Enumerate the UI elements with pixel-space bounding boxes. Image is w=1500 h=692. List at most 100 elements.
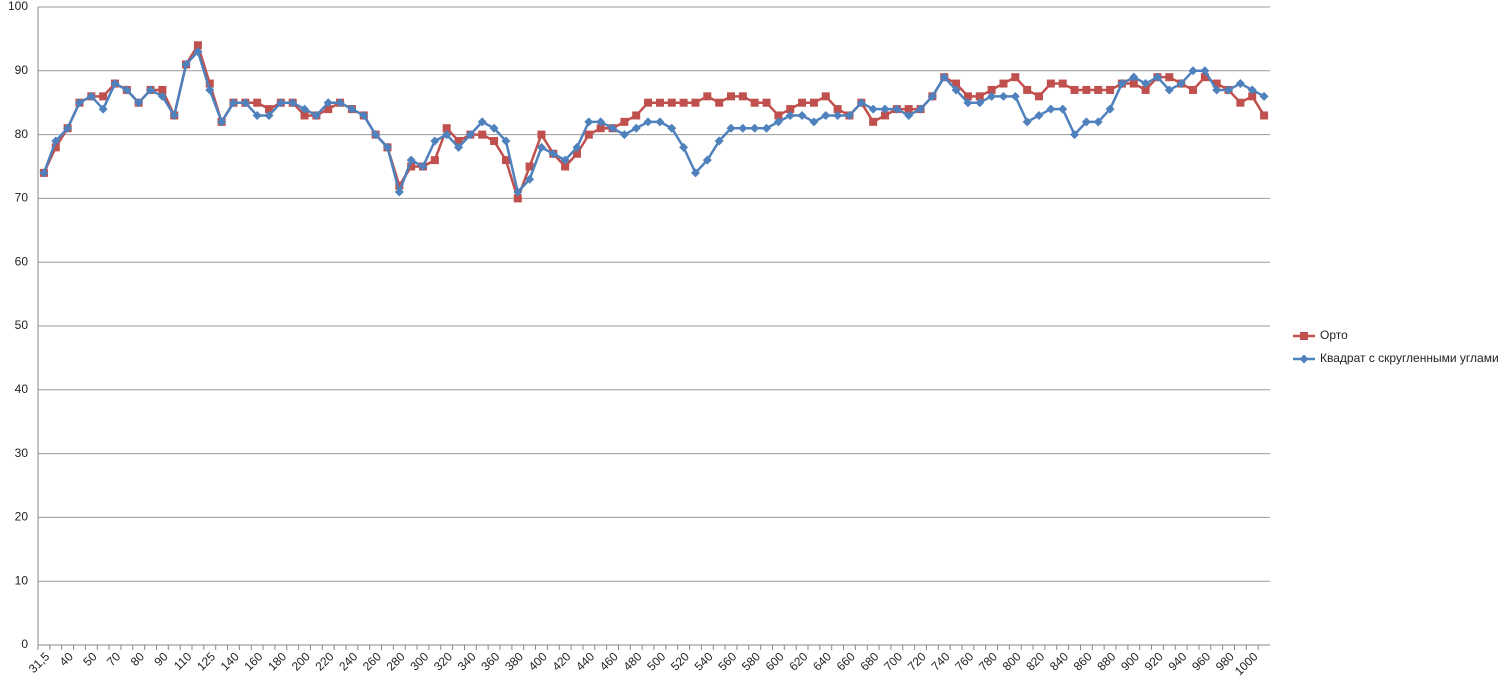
data-point [454, 136, 463, 145]
data-point [264, 110, 274, 120]
data-point [679, 98, 688, 107]
data-point [252, 110, 262, 120]
x-tick-label: 740 [929, 649, 953, 673]
data-point [833, 110, 843, 120]
data-point [513, 187, 523, 197]
data-point [881, 111, 889, 120]
data-point [359, 110, 369, 120]
y-tick-label: 80 [15, 127, 29, 141]
data-point [228, 98, 238, 108]
x-tick-label: 1000 [1232, 649, 1261, 678]
data-point [1260, 111, 1269, 120]
x-tick-label: 140 [218, 649, 242, 673]
data-point [998, 91, 1008, 101]
data-point [489, 123, 499, 133]
data-point [193, 47, 203, 57]
x-tick-label: 600 [763, 649, 787, 673]
data-point [1011, 73, 1020, 82]
x-tick-label: 820 [1023, 649, 1047, 673]
x-tick-label: 520 [668, 649, 692, 673]
x-tick-label: 760 [952, 649, 976, 673]
x-tick-label: 110 [171, 649, 195, 673]
data-point [1176, 79, 1186, 89]
legend-label: Квадрат с скругленными углами [1320, 351, 1499, 365]
data-point [868, 104, 878, 114]
data-point [134, 98, 144, 108]
x-tick-label: 940 [1165, 649, 1189, 673]
x-tick-label: 340 [455, 649, 479, 673]
data-point [193, 41, 202, 50]
x-tick-label: 440 [573, 649, 597, 673]
data-point [619, 130, 629, 140]
data-point [240, 98, 250, 108]
data-point [762, 98, 771, 107]
data-point [1034, 110, 1044, 120]
data-point [655, 117, 665, 127]
x-tick-label: 920 [1142, 649, 1166, 673]
data-point [382, 142, 392, 152]
x-tick-label: 460 [597, 649, 621, 673]
data-point [703, 92, 712, 101]
data-point [655, 98, 664, 107]
data-point [324, 105, 333, 114]
x-tick-label: 900 [1118, 649, 1142, 673]
data-point [963, 92, 972, 101]
data-point [691, 98, 700, 107]
data-point [797, 110, 807, 120]
data-point [1070, 85, 1079, 94]
data-point [809, 98, 818, 107]
data-point [786, 105, 795, 114]
data-point [536, 142, 546, 152]
data-point [395, 181, 404, 190]
data-point [122, 85, 132, 95]
data-point [572, 142, 582, 152]
data-point [727, 92, 735, 101]
data-point [1046, 104, 1056, 114]
x-tick-label: 500 [644, 649, 668, 673]
x-tick-label: 560 [715, 649, 739, 673]
data-point [1070, 130, 1080, 140]
data-point [265, 105, 273, 114]
x-tick-label: 640 [810, 649, 834, 673]
data-point [477, 117, 487, 127]
data-point [1010, 91, 1020, 101]
x-tick-label: 70 [104, 649, 124, 669]
data-point [1188, 66, 1198, 76]
data-point [631, 123, 641, 133]
data-point [1212, 85, 1222, 95]
data-point [844, 110, 854, 120]
data-point [1129, 72, 1139, 82]
y-tick-label: 40 [15, 382, 29, 396]
data-point [584, 130, 593, 139]
x-tick-label: 125 [194, 649, 218, 673]
data-point [1152, 72, 1162, 82]
data-point [1200, 73, 1209, 82]
data-point [323, 98, 333, 108]
data-point [157, 91, 167, 101]
x-tick-label: 380 [502, 649, 526, 673]
data-point [347, 104, 357, 114]
data-point [1224, 85, 1234, 95]
data-point [1046, 79, 1055, 88]
x-tick-label: 720 [905, 649, 929, 673]
data-point [821, 110, 831, 120]
data-point [560, 155, 570, 165]
data-point [205, 79, 214, 88]
data-point [1023, 85, 1032, 94]
data-point [74, 98, 84, 108]
data-point [478, 130, 487, 139]
x-tick-label: 420 [549, 649, 573, 673]
data-point [300, 111, 309, 120]
data-point [525, 174, 535, 184]
data-point [1189, 85, 1197, 94]
data-point [714, 136, 724, 146]
data-point [1165, 73, 1174, 82]
data-point [501, 156, 510, 165]
data-point [643, 117, 653, 127]
x-tick-label: 160 [241, 649, 265, 673]
data-point [1235, 79, 1245, 89]
data-point [525, 162, 534, 171]
data-point [1081, 117, 1091, 127]
data-point [1082, 85, 1091, 94]
